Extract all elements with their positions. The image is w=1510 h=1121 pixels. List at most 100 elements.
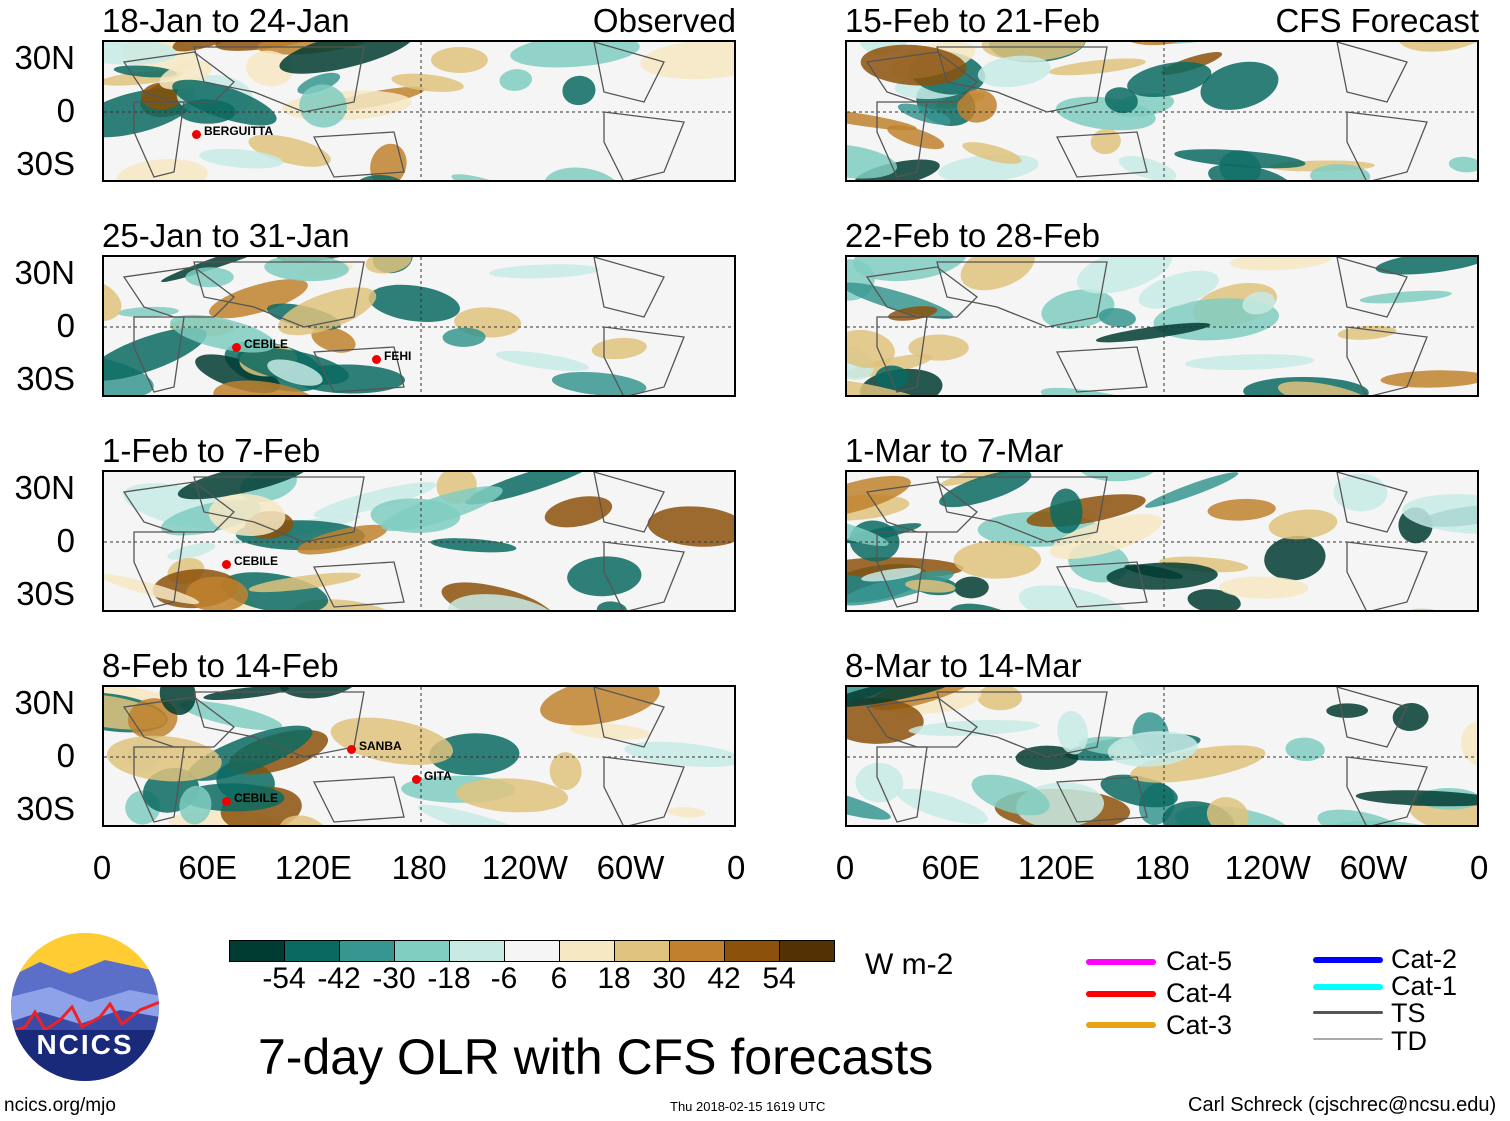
olr-anomaly-blob [596,601,628,610]
storm-marker-icon [192,130,201,139]
olr-anomaly-blob [252,178,330,182]
coastline [1336,687,1408,748]
colorbar-swatch [559,940,615,962]
coastline [865,696,978,748]
lon-tick-label: 120W [481,849,568,886]
olr-anomaly-blob [1337,325,1397,340]
olr-anomaly-blob [177,472,311,500]
olr-anomaly-blob [1015,745,1079,770]
colorbar-swatch [614,940,670,962]
coastline [603,111,685,180]
storm-label: BERGUITTA [204,124,274,138]
olr-anomaly-blob [567,556,642,597]
olr-anomaly-blob [1317,809,1406,825]
legend-line-cat-4 [1086,991,1156,997]
olr-anomaly-blob [179,785,212,825]
olr-anomaly-blob [1359,290,1452,304]
olr-anomaly-blob [1041,289,1115,329]
coastline [876,101,928,178]
olr-anomaly-blob [1448,156,1477,173]
olr-anomaly-blob [940,472,1045,486]
olr-anomaly-blob [1264,535,1326,581]
olr-map-panel: CEBILE [102,470,736,612]
coastline [865,481,978,533]
coastline [593,687,665,748]
olr-anomaly-blob [167,542,216,560]
olr-anomaly-blob [1380,370,1477,388]
olr-anomaly-blob [847,687,904,709]
olr-anomaly-blob [977,55,1051,88]
lon-tick-label: 120E [274,849,352,886]
lat-tick-label: 0 [56,737,75,774]
olr-anomaly-blob [208,279,308,319]
colorbar-swatch [339,940,395,962]
olr-anomaly-blob [1057,710,1088,755]
lon-tick-label: 0 [835,849,855,886]
olr-anomaly-blob [431,825,510,827]
olr-anomaly-blob [1355,790,1477,807]
olr-anomaly-blob [1404,608,1467,610]
storm-marker-icon [232,343,241,352]
olr-anomaly-blob [455,778,569,813]
colorbar-label: -18 [427,962,471,995]
olr-anomaly-blob [1326,703,1369,718]
legend-line-cat-2 [1313,957,1383,963]
coastline [133,531,185,608]
olr-map-panel [845,685,1479,827]
olr-anomaly-blob [1285,737,1325,762]
colorbar-swatch [229,940,285,962]
olr-anomaly-blob [1144,472,1239,508]
olr-anomaly-blob [540,687,660,726]
lon-tick-label: 0 [1470,849,1489,886]
olr-anomaly-blob [186,576,249,610]
olr-anomaly-blob [1200,61,1279,110]
olr-anomaly-blob [562,75,596,106]
footer-author: Carl Schreck (cjschrec@ncsu.edu) [1188,1094,1497,1116]
olr-anomaly-blob [104,573,200,604]
olr-map-panel: CEBILE FEHI [102,255,736,397]
lon-tick-label: 60W [1339,849,1408,886]
olr-anomaly-blob [299,84,347,128]
storm-label: CEBILE [234,791,279,805]
legend-label: TS [1391,998,1426,1028]
lat-tick-label: 30N [14,469,75,506]
olr-anomaly-blob [624,741,734,767]
legend-label: Cat-4 [1166,978,1233,1008]
olr-anomaly-blob [1104,87,1138,114]
coastline [193,261,365,328]
coastline [876,531,928,608]
lat-tick-label: 0 [56,522,75,559]
olr-anomaly-blob [858,42,912,56]
olr-anomaly-blob [1098,308,1136,328]
lat-tick-label: 30N [14,254,75,291]
olr-anomaly-blob [203,687,289,700]
olr-map-panel [845,40,1479,182]
footer-timestamp: Thu 2018-02-15 1619 UTC [670,1099,826,1114]
colorbar-swatch [779,940,835,962]
coastline [1336,472,1408,533]
olr-anomaly-blob [1174,149,1306,169]
olr-anomaly-blob [1158,472,1271,473]
olr-anomaly-blob [278,287,377,336]
olr-anomaly-blob [1397,42,1477,52]
olr-anomaly-blob [551,371,647,395]
colorbar-label: -30 [372,962,416,995]
olr-anomaly-blob [1138,270,1219,309]
olr-anomaly-blob [307,472,353,475]
coastline [603,541,685,610]
coastline [1346,756,1428,825]
lon-tick-label: 60E [921,849,981,886]
olr-anomaly-blob [1310,164,1371,180]
olr-anomaly-blob [861,567,923,582]
panel-title: 1-Feb to 7-Feb [102,432,321,469]
olr-anomaly-blob [897,103,951,125]
olr-anomaly-blob [1040,387,1173,395]
olr-anomaly-blob [1048,58,1146,76]
olr-anomaly-blob [311,326,356,353]
storm-label: CEBILE [244,337,289,351]
olr-anomaly-blob [391,73,464,92]
legend-label: Cat-5 [1166,946,1233,976]
colorbar-label: 54 [762,962,796,995]
panel-title: 8-Feb to 14-Feb [102,647,339,684]
colorbar-label: 42 [707,962,741,995]
